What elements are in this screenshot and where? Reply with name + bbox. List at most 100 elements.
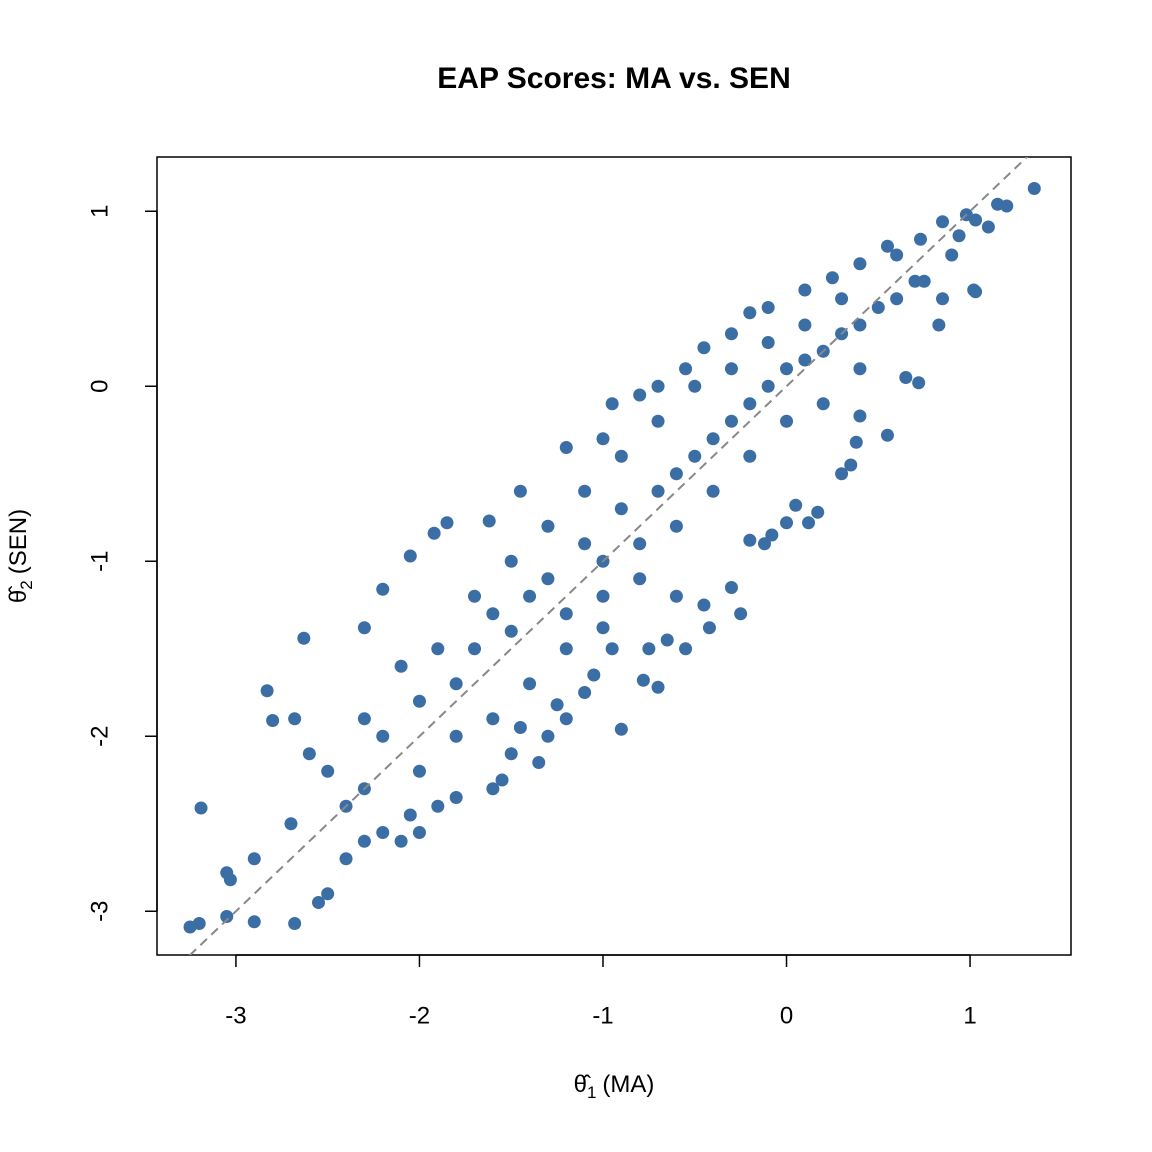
point [605, 642, 619, 656]
point [917, 274, 931, 288]
point [223, 873, 237, 887]
point [969, 285, 983, 299]
point [908, 274, 922, 288]
point [541, 519, 555, 533]
point [688, 379, 702, 393]
point [614, 722, 628, 736]
point [945, 248, 959, 262]
point [260, 684, 274, 698]
point [559, 607, 573, 621]
point [890, 248, 904, 262]
point [357, 621, 371, 635]
x-tick-label: -1 [592, 1002, 613, 1029]
point [798, 318, 812, 332]
point [523, 589, 537, 603]
point [651, 484, 665, 498]
point [765, 528, 779, 542]
point [811, 505, 825, 519]
point [376, 729, 390, 743]
point [578, 537, 592, 551]
point [504, 554, 518, 568]
point [288, 712, 302, 726]
point [194, 801, 208, 815]
point [761, 301, 775, 314]
point [486, 607, 500, 621]
point [651, 414, 665, 428]
point [991, 197, 1005, 211]
point [981, 220, 995, 234]
x-tick-label: 1 [963, 1002, 976, 1029]
x-tick-label: 0 [780, 1002, 793, 1029]
point [532, 756, 546, 769]
point [636, 673, 650, 687]
point [596, 432, 610, 446]
point [932, 318, 946, 332]
point [880, 239, 894, 253]
point [440, 516, 454, 530]
point [468, 589, 482, 603]
point [449, 677, 463, 691]
point [802, 516, 816, 530]
x-tick-label: -3 [225, 1002, 246, 1029]
point [541, 729, 555, 743]
x-tick-label: -2 [409, 1002, 430, 1029]
point [504, 624, 518, 638]
point [724, 362, 738, 376]
point [679, 362, 693, 376]
point [288, 917, 302, 930]
point [559, 642, 573, 656]
point [183, 920, 197, 934]
y-tick-label: -2 [86, 726, 113, 747]
point [412, 826, 426, 839]
point [697, 598, 711, 612]
point [706, 484, 720, 498]
point [743, 397, 757, 411]
reference-line [188, 157, 1029, 955]
point [835, 467, 849, 481]
point [936, 292, 950, 306]
point [743, 449, 757, 463]
point [912, 376, 926, 390]
point [936, 215, 950, 229]
point [427, 526, 441, 540]
point [853, 409, 867, 423]
point [849, 435, 863, 449]
x-label-text: (MA) [602, 1071, 654, 1098]
point [596, 621, 610, 635]
point [486, 782, 500, 796]
point [761, 336, 775, 349]
point [266, 714, 280, 727]
y-label-symbol: θ̂ [5, 586, 32, 603]
point [853, 318, 867, 332]
point [880, 428, 894, 442]
point [482, 514, 496, 528]
y-axis-label: θ̂2 (SEN) [5, 509, 36, 603]
point [633, 537, 647, 551]
point [761, 379, 775, 393]
y-tick-label: -3 [86, 901, 113, 922]
point [394, 659, 408, 673]
point [835, 292, 849, 306]
point [825, 271, 839, 285]
y-tick-label: 0 [86, 380, 113, 393]
point [247, 852, 261, 866]
y-label-text: (SEN) [5, 509, 32, 574]
point [357, 834, 371, 848]
point [504, 747, 518, 761]
point [339, 852, 353, 866]
point [697, 341, 711, 355]
point [614, 502, 628, 516]
point [679, 642, 693, 656]
point [669, 467, 683, 481]
point [614, 449, 628, 463]
point [688, 449, 702, 463]
point [871, 301, 885, 314]
point [513, 721, 527, 734]
point [743, 306, 757, 320]
point [914, 232, 928, 246]
point [412, 764, 426, 778]
x-label-sub: 1 [587, 1083, 596, 1102]
point [513, 484, 527, 498]
